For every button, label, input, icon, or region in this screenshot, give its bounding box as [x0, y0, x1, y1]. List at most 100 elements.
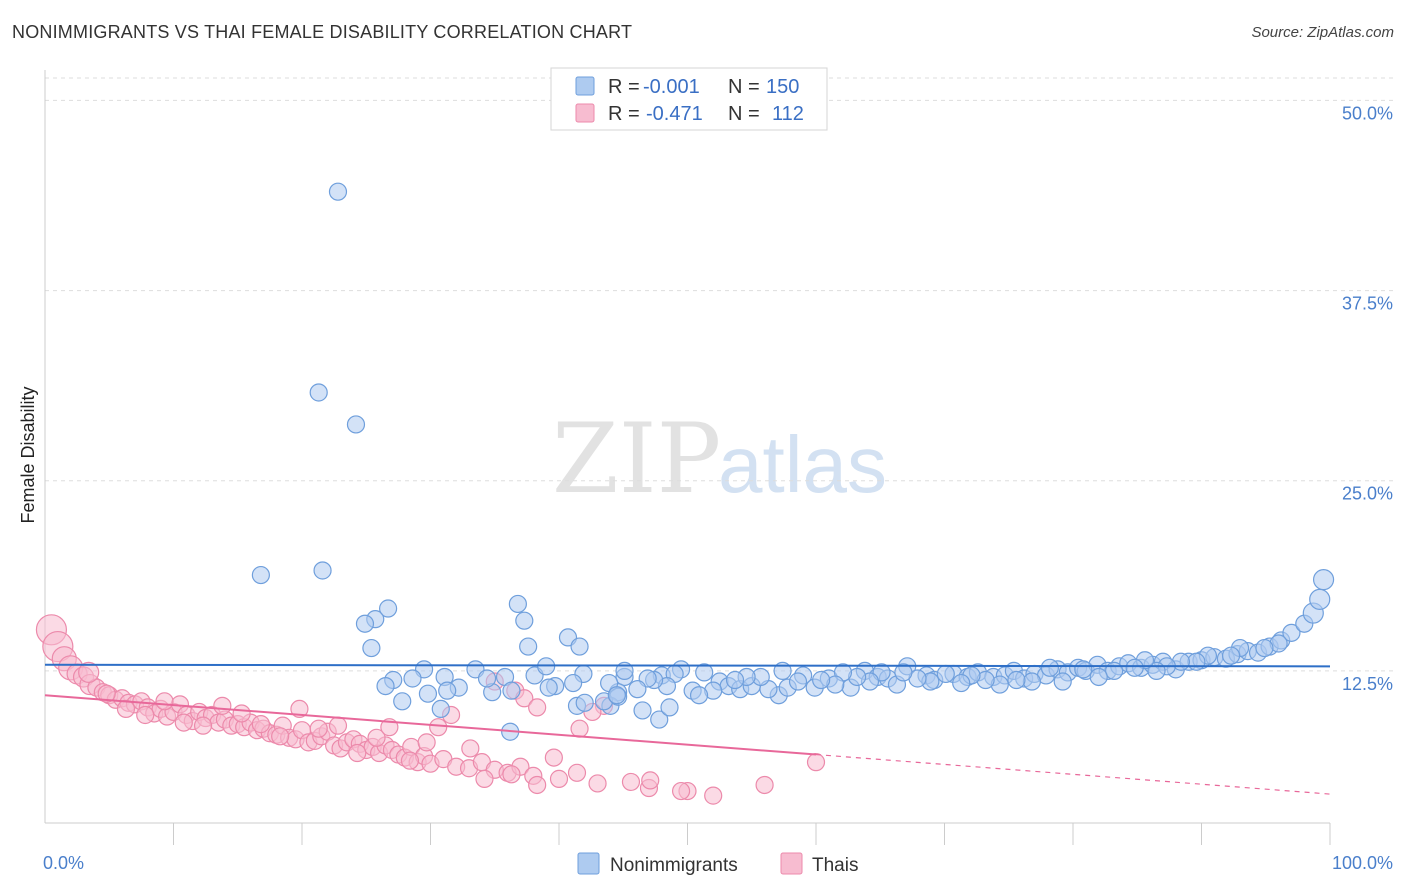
nonimmigrants-trend-line [44, 663, 1331, 668]
legend-swatch-thais [575, 103, 595, 123]
thais-point [549, 769, 569, 788]
legend-n-value: 150 [766, 76, 799, 98]
legend-r-label: R = [608, 103, 640, 125]
y-tick-label: 25.0% [1342, 484, 1393, 504]
thais-point [528, 775, 547, 795]
nonimmigrants-point [689, 686, 709, 705]
nonimmigrants-point [1282, 623, 1301, 642]
thais-point [528, 698, 547, 717]
nonimmigrants-point [1022, 672, 1041, 691]
thais-point [671, 781, 691, 801]
nonimmigrants-point [628, 680, 647, 699]
nonimmigrants-point [376, 676, 395, 696]
nonimmigrants-point [1255, 638, 1274, 658]
nonimmigrants-point [575, 693, 594, 712]
nonimmigrants-point [418, 684, 438, 703]
thais-point [78, 661, 100, 684]
nonimmigrants-point [403, 669, 422, 688]
legend-box [550, 67, 828, 131]
thais-point [570, 719, 589, 738]
nonimmigrants-point [362, 638, 381, 658]
thais-point [328, 716, 348, 735]
y-tick-label: 12.5% [1342, 674, 1393, 694]
nonimmigrants-point [936, 664, 955, 684]
thais-point [213, 696, 232, 715]
thais-point [641, 771, 660, 790]
nonimmigrants-point [1074, 660, 1093, 679]
legend-label-thais: Thais [812, 855, 858, 876]
chart-title: NONIMMIGRANTS VS THAI FEMALE DISABILITY … [12, 22, 633, 42]
nonimmigrants-point [519, 637, 538, 656]
thais-point [806, 753, 826, 772]
nonimmigrants-point [515, 611, 534, 630]
nonimmigrants-point [393, 692, 412, 711]
nonimmigrants-point [508, 594, 527, 614]
nonimmigrants-point [1125, 658, 1144, 677]
nonimmigrants-point [952, 673, 971, 693]
thais-point [704, 786, 723, 805]
y-tick-labels: 12.5% 25.0% 37.5% 50.0% [1342, 103, 1393, 693]
nonimmigrants-point [477, 669, 497, 688]
x-tick-label: 100.0% [1332, 853, 1393, 873]
watermark-atlas: atlas [718, 420, 887, 509]
nonimmigrants-point [378, 599, 398, 618]
y-axis-label: Female Disability [18, 386, 38, 523]
legend-swatch-thais [780, 852, 803, 875]
nonimmigrants-point [725, 670, 745, 690]
thais-point [309, 719, 328, 738]
nonimmigrants-point [894, 663, 913, 682]
nonimmigrants-point [1089, 667, 1108, 687]
thais-point [417, 733, 436, 752]
nonimmigrants-point [539, 678, 558, 697]
nonimmigrants-point [570, 637, 589, 656]
legend-r-value: -0.001 [643, 76, 700, 98]
nonimmigrants-point [564, 673, 583, 693]
thais-point [136, 705, 155, 725]
thais-point [97, 684, 116, 703]
thais-point [544, 748, 563, 767]
nonimmigrants-point [1312, 569, 1335, 591]
legend-n-value: 112 [772, 103, 804, 125]
thais-point [588, 774, 607, 793]
nonimmigrants-point [633, 701, 652, 720]
x-tick-label: 0.0% [43, 853, 84, 873]
nonimmigrants-point [502, 681, 521, 700]
nonimmigrants-point [1040, 658, 1059, 677]
nonimmigrants-point [346, 415, 366, 434]
nonimmigrants-point [309, 383, 328, 402]
legend-stats: R = -0.001 N = 150 R = -0.471 N = 112 [550, 67, 828, 131]
nonimmigrants-point [1221, 646, 1241, 665]
nonimmigrants-point [695, 663, 714, 682]
thais-point [475, 769, 494, 788]
thais-trend-line [44, 694, 817, 756]
thais-point [271, 727, 290, 746]
thais-point [290, 699, 309, 719]
nonimmigrants-point [660, 698, 679, 717]
chart-source: Source: ZipAtlas.com [1251, 24, 1394, 41]
thais-points [35, 614, 826, 805]
nonimmigrants-point [788, 672, 808, 691]
nonimmigrants-point [812, 670, 831, 690]
thais-point [429, 718, 448, 737]
thais-trend-line-extension [815, 753, 1331, 795]
nonimmigrants-point [1053, 672, 1072, 691]
nonimmigrants-point [431, 699, 450, 719]
grid-lines [45, 77, 1394, 672]
thais-point [155, 692, 174, 711]
legend-n-label: N = [728, 76, 760, 98]
y-tick-label: 37.5% [1342, 294, 1393, 314]
thais-point [755, 775, 774, 795]
thais-point [232, 704, 251, 723]
nonimmigrants-point [1187, 652, 1206, 671]
thais-point [502, 765, 521, 784]
legend-label-nonimmigrants: Nonimmigrants [610, 855, 738, 876]
y-tick-label: 50.0% [1342, 103, 1393, 123]
nonimmigrants-point [1007, 670, 1026, 690]
legend-swatch-nonimmigrants [575, 76, 595, 96]
thais-point [621, 772, 641, 792]
thais-point [116, 699, 136, 719]
nonimmigrants-point [1105, 661, 1124, 680]
legend-swatch-nonimmigrants [577, 852, 600, 875]
watermark-zip: ZIP [552, 403, 721, 515]
